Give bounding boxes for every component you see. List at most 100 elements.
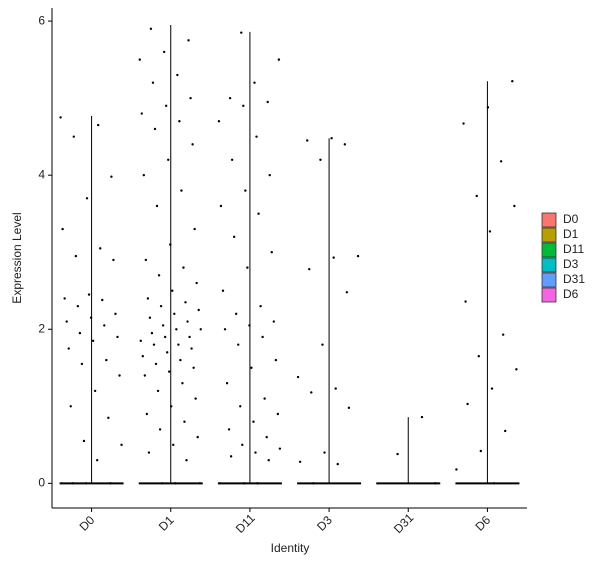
- point: [76, 304, 80, 308]
- point: [184, 301, 187, 304]
- point: [176, 73, 179, 77]
- point: [120, 443, 123, 447]
- point: [513, 204, 516, 208]
- point: [149, 27, 153, 31]
- point: [221, 289, 225, 292]
- point: [248, 324, 251, 327]
- point: [179, 358, 182, 362]
- point: [225, 381, 229, 385]
- point: [257, 212, 260, 215]
- point: [178, 120, 181, 123]
- point: [169, 243, 172, 246]
- point: [199, 328, 202, 331]
- point: [504, 429, 507, 433]
- point: [272, 320, 276, 323]
- point: [139, 339, 142, 343]
- point: [306, 139, 309, 142]
- point: [183, 420, 186, 423]
- point: [332, 256, 335, 259]
- point: [267, 459, 270, 462]
- point: [174, 482, 177, 485]
- point: [462, 122, 465, 125]
- point: [501, 333, 505, 336]
- point: [163, 335, 167, 339]
- point: [232, 235, 236, 239]
- point: [479, 449, 483, 453]
- point: [116, 335, 119, 339]
- point: [239, 405, 242, 408]
- x-tick-label: D1: [156, 513, 177, 534]
- legend-label: D6: [563, 287, 579, 301]
- point: [455, 468, 458, 471]
- y-tick-label: 2: [38, 321, 45, 335]
- point: [185, 459, 188, 462]
- legend-label: D31: [563, 272, 585, 286]
- legend-label: D0: [563, 212, 579, 226]
- point: [240, 31, 243, 34]
- point: [87, 293, 91, 296]
- point: [188, 335, 191, 339]
- point: [63, 297, 66, 300]
- point: [234, 312, 238, 316]
- point: [242, 104, 245, 108]
- point: [162, 50, 166, 54]
- point: [276, 412, 280, 416]
- point: [69, 405, 72, 408]
- point: [343, 143, 347, 146]
- point: [347, 406, 351, 410]
- legend-key: [541, 257, 557, 273]
- point: [59, 116, 62, 119]
- y-tick-label: 6: [38, 13, 45, 27]
- point: [172, 443, 175, 447]
- point: [255, 135, 258, 138]
- point: [74, 254, 78, 258]
- point: [244, 189, 247, 192]
- point: [164, 104, 168, 108]
- point: [334, 387, 337, 390]
- point: [263, 397, 266, 400]
- point: [266, 100, 269, 104]
- point: [151, 81, 155, 84]
- point: [60, 482, 63, 485]
- point: [142, 173, 146, 177]
- legend-key: [541, 242, 557, 258]
- point: [153, 127, 157, 131]
- point: [268, 173, 271, 177]
- legend-key: [541, 227, 557, 243]
- point: [80, 362, 84, 366]
- legend-label: D3: [563, 257, 579, 271]
- point: [67, 347, 70, 350]
- point: [168, 370, 171, 373]
- point: [190, 347, 193, 350]
- point: [252, 420, 255, 423]
- point: [173, 312, 176, 316]
- point: [223, 328, 227, 331]
- point: [243, 482, 246, 485]
- point: [158, 428, 162, 431]
- point: [259, 304, 262, 308]
- x-tick-label: D0: [77, 513, 98, 534]
- point: [310, 391, 313, 394]
- point: [71, 482, 74, 485]
- point: [218, 482, 222, 485]
- point: [72, 135, 75, 138]
- point: [93, 389, 97, 393]
- point: [230, 158, 234, 161]
- point: [160, 482, 164, 485]
- point: [193, 227, 196, 231]
- point: [486, 106, 490, 109]
- point: [167, 158, 170, 161]
- point: [154, 362, 158, 366]
- point: [141, 355, 144, 358]
- point: [464, 300, 467, 303]
- point: [319, 158, 322, 161]
- x-axis-label: Identity: [271, 541, 310, 555]
- point: [274, 358, 278, 362]
- point: [241, 443, 244, 447]
- point: [101, 298, 104, 302]
- point: [511, 79, 514, 83]
- point: [466, 402, 469, 406]
- legend-key: [541, 212, 557, 228]
- point: [61, 227, 64, 231]
- y-axis-label: Expression Level: [10, 212, 24, 303]
